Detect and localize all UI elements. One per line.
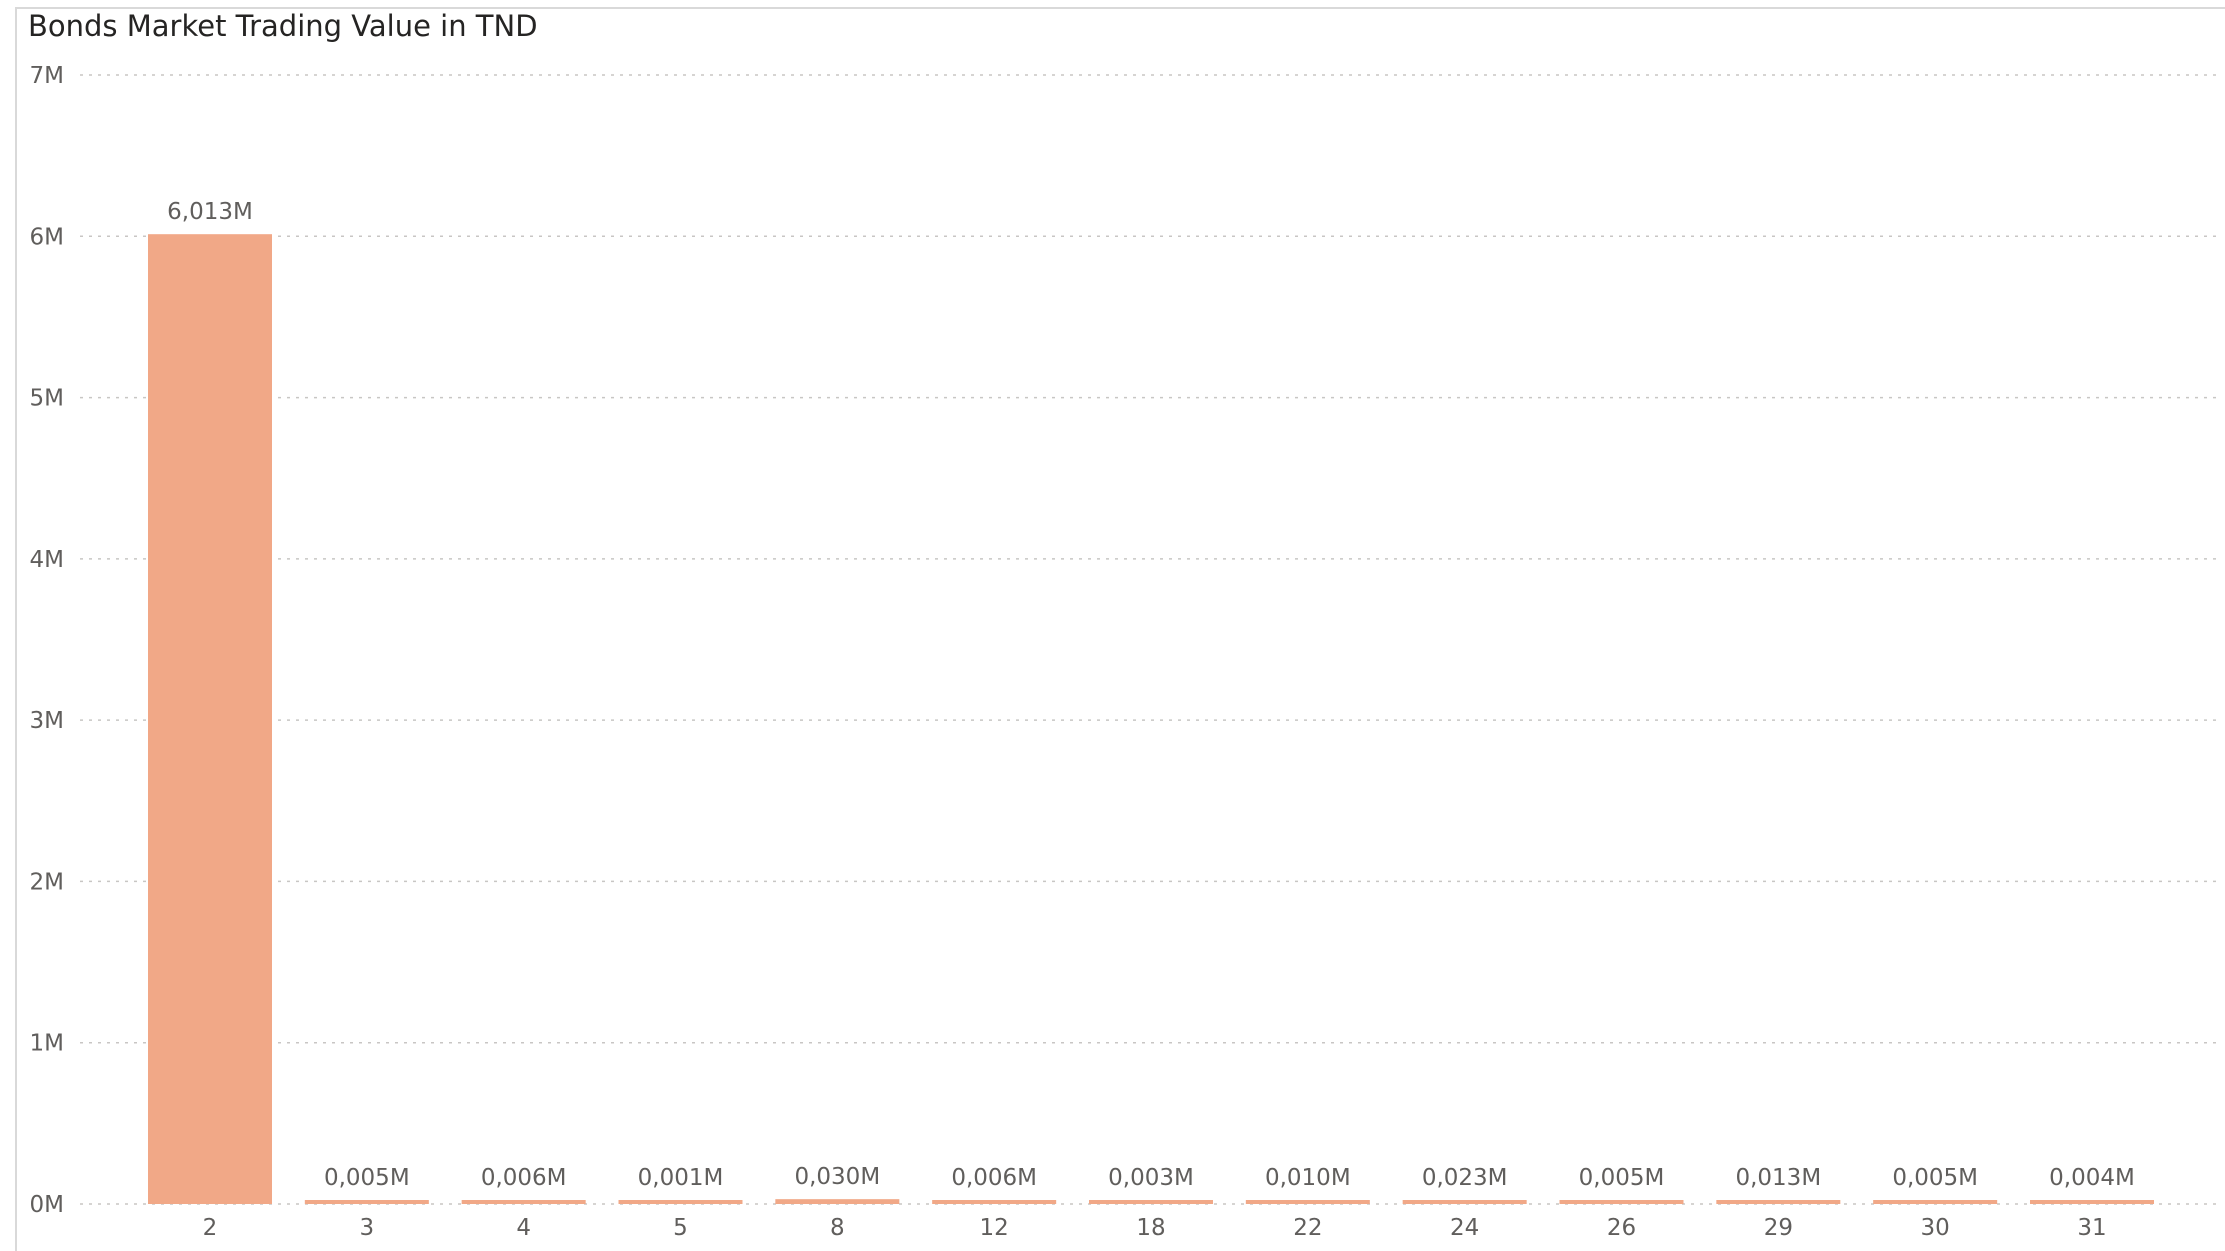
bar <box>932 1200 1057 1204</box>
y-tick-label: 7M <box>30 63 64 89</box>
data-label: 0,004M <box>2049 1165 2135 1191</box>
data-label: 0,006M <box>951 1165 1037 1191</box>
bar <box>1402 1200 1527 1204</box>
data-label: 0,010M <box>1265 1165 1351 1191</box>
data-label: 0,003M <box>1108 1165 1194 1191</box>
bar <box>148 234 272 1205</box>
x-tick-label: 3 <box>360 1215 375 1241</box>
x-tick-label: 18 <box>1136 1215 1165 1241</box>
data-label: 6,013M <box>167 199 253 225</box>
data-label: 0,005M <box>1579 1165 1665 1191</box>
x-tick-label: 22 <box>1293 1215 1322 1241</box>
bar <box>1716 1200 1841 1204</box>
data-label: 0,005M <box>1892 1165 1978 1191</box>
y-tick-label: 5M <box>30 386 64 412</box>
bar <box>775 1199 900 1204</box>
bar <box>1873 1200 1998 1204</box>
data-label: 0,001M <box>638 1165 724 1191</box>
x-tick-label: 26 <box>1607 1215 1636 1241</box>
data-label: 0,005M <box>324 1165 410 1191</box>
x-tick-label: 12 <box>980 1215 1009 1241</box>
data-label: 0,030M <box>794 1164 880 1190</box>
x-tick-label: 5 <box>673 1215 688 1241</box>
data-label: 0,023M <box>1422 1165 1508 1191</box>
chart-visual-frame <box>15 7 2225 1251</box>
x-tick-label: 31 <box>2077 1215 2106 1241</box>
x-tick-label: 4 <box>516 1215 531 1241</box>
bar <box>1089 1200 1213 1204</box>
y-tick-label: 3M <box>30 708 64 734</box>
bar <box>2030 1200 2154 1204</box>
y-tick-label: 4M <box>30 547 64 573</box>
x-tick-label: 29 <box>1764 1215 1793 1241</box>
bar <box>461 1200 586 1204</box>
y-tick-label: 2M <box>30 869 64 895</box>
y-tick-label: 6M <box>30 224 64 250</box>
y-tick-label: 0M <box>30 1192 64 1218</box>
x-tick-label: 24 <box>1450 1215 1479 1241</box>
bar <box>1245 1200 1370 1204</box>
y-tick-label: 1M <box>30 1031 64 1057</box>
x-tick-label: 8 <box>830 1215 845 1241</box>
chart-title: Bonds Market Trading Value in TND <box>28 9 538 43</box>
bar <box>304 1200 429 1204</box>
data-label: 0,013M <box>1735 1165 1821 1191</box>
data-label: 0,006M <box>481 1165 567 1191</box>
x-tick-label: 2 <box>203 1215 218 1241</box>
bar <box>1559 1200 1684 1204</box>
bar <box>618 1200 743 1204</box>
x-tick-label: 30 <box>1921 1215 1950 1241</box>
